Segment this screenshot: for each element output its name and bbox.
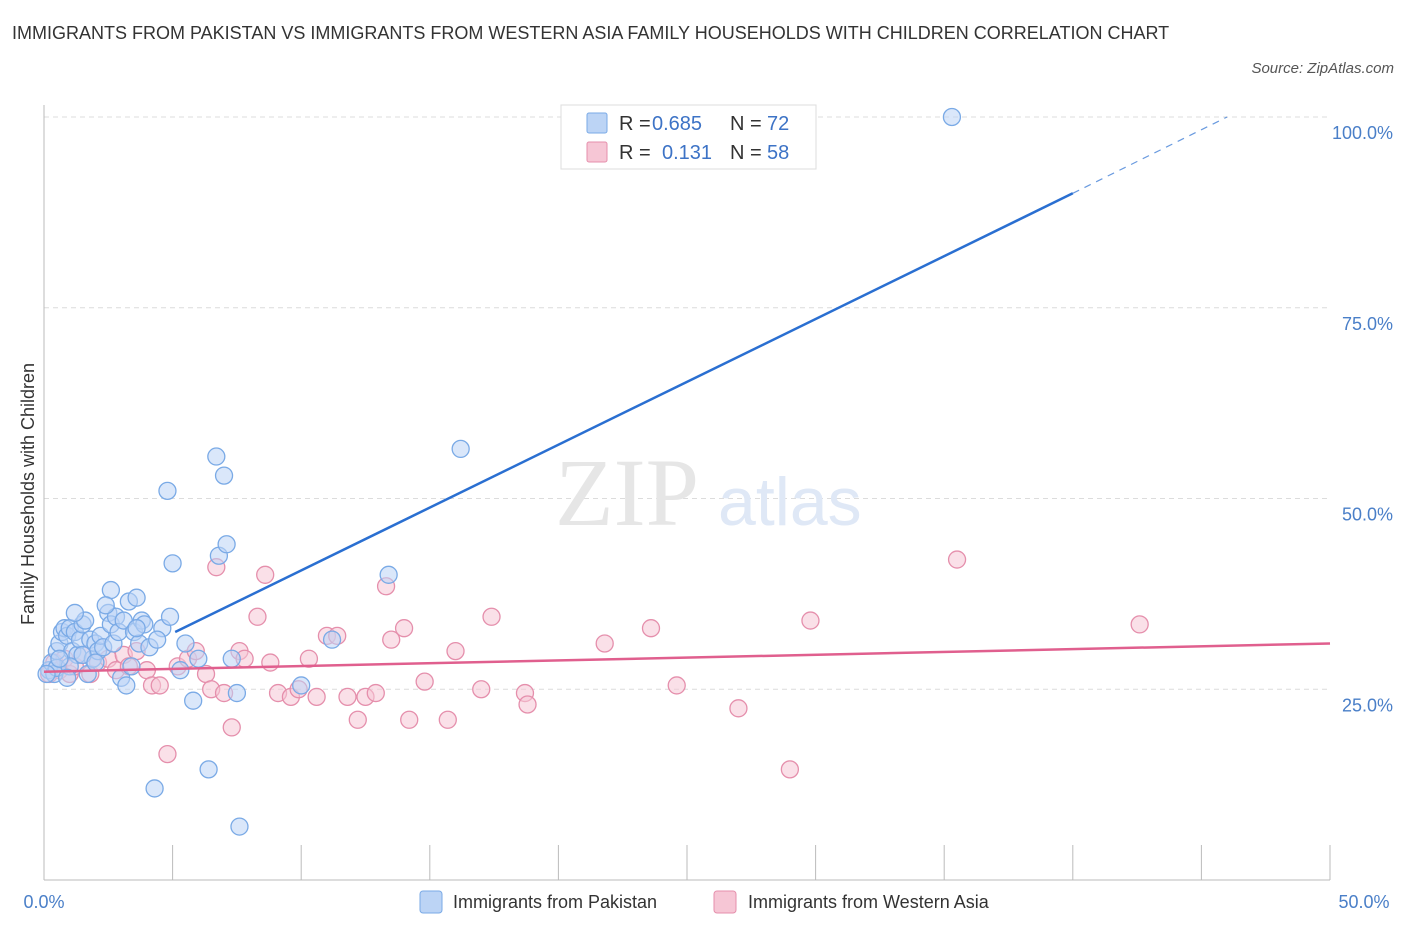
point-pakistan-61: [37, 664, 56, 684]
point-pakistan-42: [160, 607, 180, 626]
point-pakistan-67: [86, 653, 105, 672]
point-western-asia-28: [248, 607, 267, 626]
point-western-asia-59: [947, 550, 967, 569]
bottom-legend-swatch-western-asia: [713, 890, 737, 914]
point-pakistan-51: [214, 466, 234, 485]
point-western-asia-60: [1130, 615, 1149, 634]
point-western-asia-50: [482, 607, 501, 626]
series-western-asia-points: [39, 550, 1149, 779]
y-axis-title: Family Households with Children: [18, 363, 38, 625]
point-western-asia-48: [446, 641, 465, 661]
x-tick-label-min: 0.0%: [23, 892, 64, 912]
y-tick-label-1: 50.0%: [1342, 505, 1393, 525]
point-pakistan-52: [217, 535, 236, 554]
point-western-asia-30: [261, 653, 280, 672]
watermark-zip: ZIP: [555, 439, 699, 546]
chart-title: IMMIGRANTS FROM PAKISTAN VS IMMIGRANTS F…: [12, 23, 1170, 43]
point-western-asia-29: [256, 565, 275, 584]
trend-lines: [43, 116, 1331, 673]
point-pakistan-53: [222, 649, 241, 668]
point-pakistan-59: [451, 439, 470, 459]
point-pakistan-34: [127, 588, 146, 607]
point-pakistan-49: [207, 447, 226, 466]
point-western-asia-44: [394, 619, 414, 638]
point-pakistan-47: [189, 649, 208, 668]
legend-n-label-pakistan: N =: [730, 113, 762, 135]
bottom-legend-swatch-pakistan: [419, 890, 443, 914]
point-pakistan-56: [292, 676, 311, 695]
point-western-asia-53: [595, 634, 614, 653]
y-tick-label-0: 25.0%: [1342, 695, 1393, 715]
point-pakistan-48: [199, 760, 218, 779]
legend-r-value-pakistan: 0.685: [652, 113, 702, 135]
y-tick-label-3: 100.0%: [1332, 123, 1393, 143]
point-western-asia-43: [382, 630, 401, 649]
watermark-atlas: atlas: [718, 464, 862, 540]
trend-line-pakistan: [174, 192, 1074, 634]
point-pakistan-45: [176, 634, 195, 653]
point-pakistan-30: [117, 676, 136, 695]
point-pakistan-70: [65, 603, 85, 623]
point-pakistan-41: [158, 481, 177, 501]
point-pakistan-69: [148, 630, 167, 649]
legend-n-label-western-asia: N =: [730, 142, 762, 164]
point-western-asia-55: [667, 676, 686, 695]
point-pakistan-66: [127, 619, 146, 638]
trend-line-western-asia: [43, 642, 1331, 673]
point-pakistan-71: [96, 596, 115, 615]
point-western-asia-47: [438, 710, 457, 729]
point-western-asia-58: [801, 611, 820, 630]
point-western-asia-57: [780, 760, 800, 779]
legend-r-value-western-asia: 0.131: [662, 142, 712, 164]
point-western-asia-39: [348, 710, 367, 729]
point-western-asia-41: [366, 683, 385, 703]
point-western-asia-16: [150, 676, 169, 695]
point-pakistan-58: [379, 565, 398, 584]
series-legend: Immigrants from Pakistan Immigrants from…: [419, 890, 990, 914]
point-western-asia-17: [158, 744, 177, 764]
legend-swatch-western-asia: [586, 141, 608, 163]
point-pakistan-44: [171, 661, 190, 680]
point-western-asia-34: [299, 649, 319, 668]
x-tick-label-max: 50.0%: [1338, 892, 1389, 912]
point-western-asia-25: [222, 718, 241, 737]
point-pakistan-39: [145, 779, 164, 798]
point-western-asia-45: [400, 710, 419, 729]
point-western-asia-56: [729, 699, 748, 718]
bottom-legend-label-western-asia: Immigrants from Western Asia: [748, 892, 990, 912]
chart-source: Source: ZipAtlas.com: [1251, 60, 1394, 77]
point-pakistan-46: [184, 691, 203, 710]
legend-n-value-western-asia: 58: [767, 142, 789, 164]
x-ticks: [172, 845, 1331, 880]
bottom-legend-label-pakistan: Immigrants from Pakistan: [453, 892, 657, 912]
grid: [44, 116, 1330, 690]
legend-swatch-pakistan: [586, 112, 608, 134]
legend-r-label-western-asia: R =: [619, 142, 651, 164]
point-pakistan-60: [942, 107, 962, 127]
point-pakistan-55: [230, 817, 249, 836]
point-western-asia-38: [338, 687, 357, 707]
point-western-asia-35: [307, 687, 326, 707]
y-tick-labels: 25.0% 50.0% 75.0% 100.0%: [1332, 123, 1393, 715]
point-western-asia-52: [518, 695, 537, 714]
point-pakistan-32: [122, 657, 141, 676]
point-pakistan-57: [322, 630, 342, 649]
point-western-asia-49: [472, 680, 491, 699]
point-pakistan-65: [57, 668, 77, 687]
point-western-asia-54: [641, 619, 661, 638]
y-tick-label-2: 75.0%: [1342, 314, 1393, 334]
point-pakistan-63: [101, 580, 121, 600]
point-western-asia-46: [415, 672, 434, 691]
point-pakistan-43: [163, 554, 182, 573]
legend-r-label-pakistan: R =: [619, 113, 651, 135]
point-pakistan-68: [50, 649, 69, 668]
legend-n-value-pakistan: 72: [767, 113, 789, 135]
stats-legend: R = 0.685 N = 72 R = 0.131 N = 58: [560, 104, 817, 170]
point-pakistan-54: [227, 683, 247, 703]
trend-line-pakistan-extension: [1072, 116, 1228, 194]
